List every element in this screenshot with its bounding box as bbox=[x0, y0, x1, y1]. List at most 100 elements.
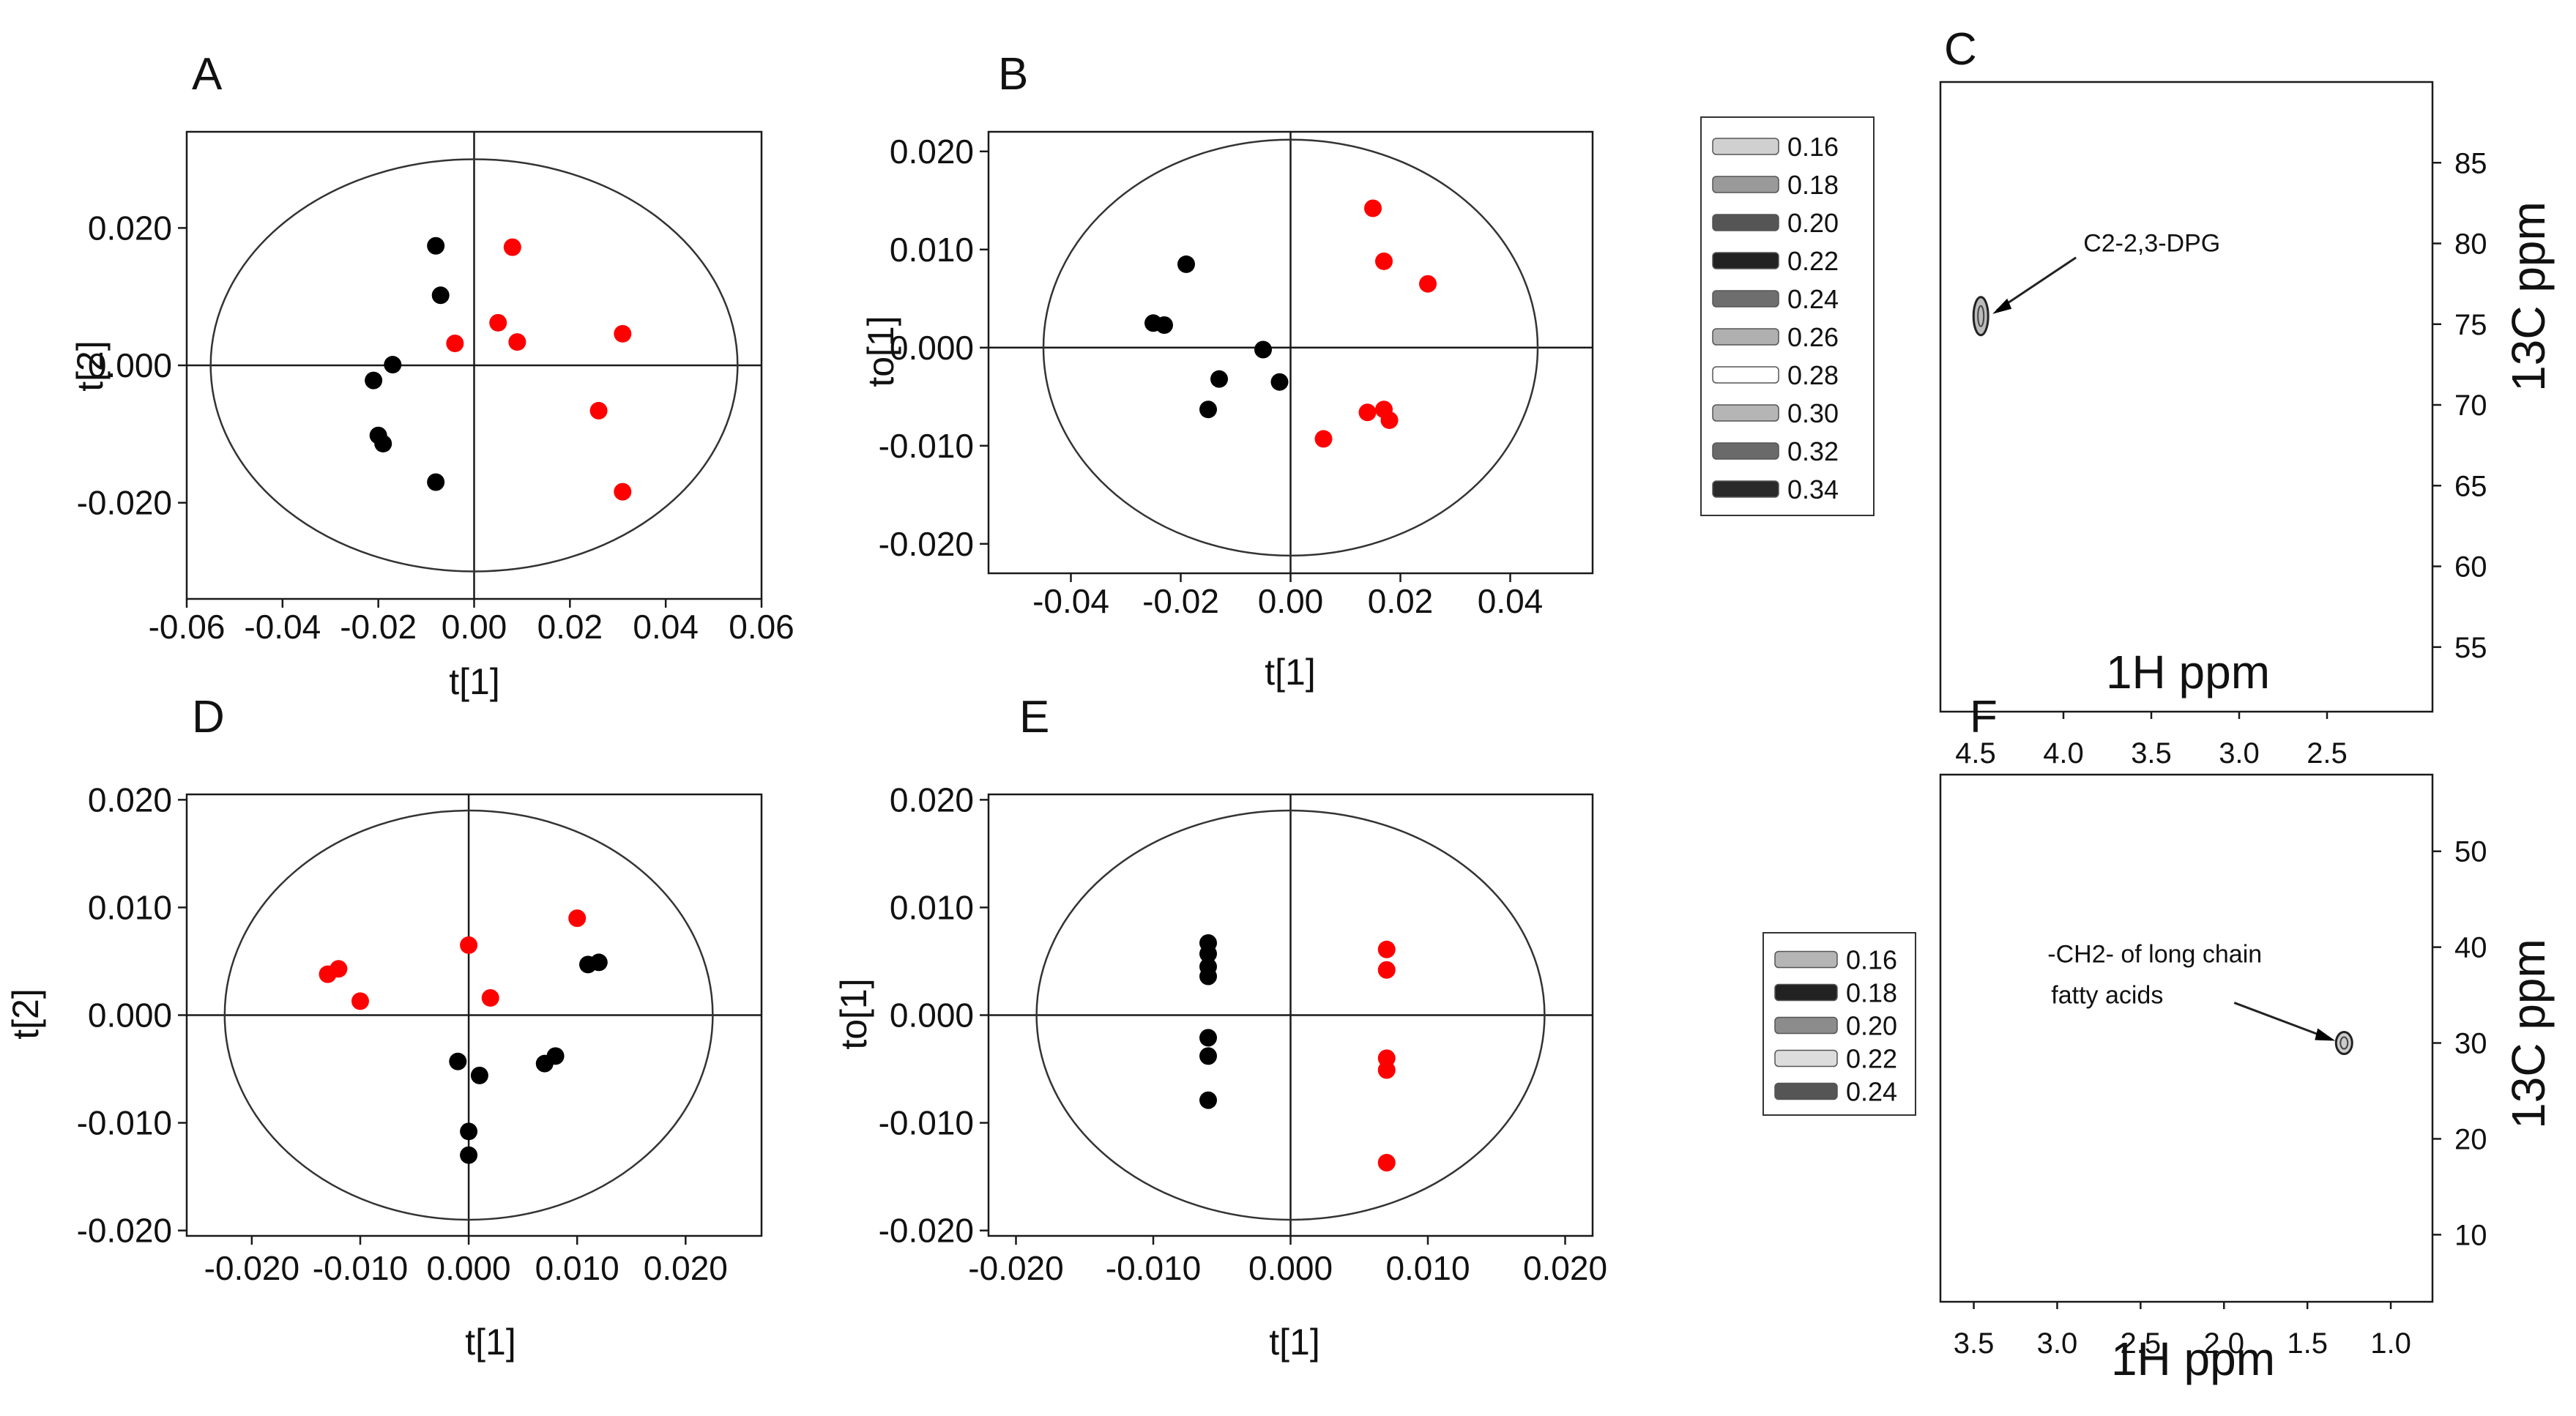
y-tick-label: 50 bbox=[2454, 836, 2487, 868]
legend-swatch bbox=[1712, 290, 1779, 308]
black-data-point bbox=[1199, 1029, 1217, 1047]
red-data-point bbox=[351, 992, 369, 1010]
x-tick-label: 3.0 bbox=[2037, 1327, 2078, 1360]
red-data-point bbox=[508, 333, 526, 351]
x-tick-label: 0.04 bbox=[1478, 582, 1544, 620]
x-tick-label: 4.0 bbox=[2043, 737, 2084, 770]
legend-label: 0.18 bbox=[1787, 170, 1839, 200]
legend-swatch bbox=[1774, 1049, 1838, 1067]
y-axis-label: t[2] bbox=[70, 340, 111, 391]
legend-label: 0.22 bbox=[1846, 1044, 1897, 1074]
red-data-point bbox=[568, 909, 587, 928]
x-axis-label: t[1] bbox=[449, 661, 499, 702]
annotation-arrow bbox=[2233, 1002, 2330, 1040]
contour-peak bbox=[2334, 1031, 2353, 1056]
y-tick-label: 0.020 bbox=[890, 780, 974, 819]
black-data-point bbox=[449, 1052, 467, 1070]
black-data-point bbox=[460, 1146, 478, 1164]
panel-letter: D bbox=[192, 692, 225, 742]
x-tick-label: 0.00 bbox=[1258, 582, 1324, 620]
confidence-ellipse bbox=[209, 158, 739, 573]
peak-annotation-line: fatty acids bbox=[2051, 982, 2163, 1010]
legend-swatch bbox=[1774, 1082, 1838, 1100]
x-tick-label: 1.0 bbox=[2370, 1327, 2411, 1360]
black-data-point bbox=[1210, 370, 1228, 388]
panel-letter: E bbox=[1019, 692, 1049, 742]
red-data-point bbox=[614, 324, 632, 343]
black-data-point bbox=[384, 356, 402, 374]
black-data-point bbox=[1177, 255, 1195, 273]
red-data-point bbox=[446, 334, 464, 352]
red-data-point bbox=[319, 965, 337, 983]
panel-f: F 3.5 3.0 2.5 2.0 1.5 1.0 10 20 30 40 50 -CH2- of lo… bbox=[1762, 692, 2555, 1385]
panel-letter: B bbox=[998, 49, 1028, 100]
y-tick-label: -0.010 bbox=[879, 1104, 974, 1142]
red-data-point bbox=[1375, 252, 1393, 270]
panel-b: B -0.04 -0.02 0.00 0.02 0.04 -0.020 -0.010 0.000… bbox=[860, 49, 1594, 693]
x-tick-label: -0.04 bbox=[244, 608, 321, 646]
red-data-point bbox=[1377, 1061, 1396, 1079]
y-axis-label: 13C ppm bbox=[2502, 939, 2555, 1129]
black-data-point bbox=[1199, 944, 1217, 963]
panel-letter: A bbox=[192, 49, 223, 100]
confidence-ellipse bbox=[223, 809, 714, 1221]
red-data-point bbox=[489, 313, 507, 332]
y-tick-label: 20 bbox=[2454, 1123, 2487, 1155]
y-tick-label: 30 bbox=[2454, 1028, 2487, 1060]
black-data-point bbox=[460, 1122, 478, 1141]
y-tick-label: 75 bbox=[2454, 309, 2487, 341]
black-data-point bbox=[1199, 967, 1217, 985]
x-tick-label: 0.000 bbox=[427, 1249, 511, 1287]
annotation-arrow bbox=[1996, 256, 2077, 311]
x-tick-label: -0.010 bbox=[1106, 1249, 1201, 1287]
x-axis-label: 1H ppm bbox=[2111, 1333, 2275, 1385]
red-data-point bbox=[1358, 403, 1377, 422]
y-axis-label: t[2] bbox=[5, 988, 46, 1039]
legend-swatch bbox=[1712, 328, 1779, 346]
x-tick-label: 0.010 bbox=[535, 1249, 619, 1287]
panel-c: C 4.5 4.0 3.5 3.0 2.5 55 60 65 70 75 80 85 C2-2,3-DPG… bbox=[1700, 24, 2555, 770]
x-tick-label: -0.010 bbox=[313, 1249, 408, 1287]
black-data-point bbox=[374, 434, 392, 452]
legend-swatch bbox=[1712, 138, 1779, 155]
contour-peak-inner bbox=[1977, 305, 1985, 327]
y-tick-label: -0.020 bbox=[879, 1212, 974, 1250]
red-data-point bbox=[589, 401, 608, 420]
legend-label: 0.24 bbox=[1787, 284, 1839, 314]
panel-e: E -0.020 -0.010 0.000 0.010 0.020 -0.020 -0.010… bbox=[833, 692, 1607, 1363]
legend-swatch bbox=[1774, 1016, 1838, 1035]
x-tick-label: 0.02 bbox=[537, 608, 603, 646]
x-tick-label: 2.5 bbox=[2307, 737, 2348, 770]
y-tick-label: 0.010 bbox=[890, 231, 974, 269]
panel-a: A -0.06 -0.04 -0.02 0.00 0.02 0.04 0.06 -0.020 0.… bbox=[70, 49, 794, 702]
red-data-point bbox=[1377, 940, 1396, 958]
legend-label: 0.34 bbox=[1787, 474, 1839, 504]
y-tick-label: -0.010 bbox=[879, 427, 974, 465]
red-data-point bbox=[481, 988, 499, 1007]
y-tick-label: 0.000 bbox=[88, 346, 172, 384]
plot-frame bbox=[1939, 81, 2434, 713]
legend-swatch bbox=[1774, 950, 1838, 969]
legend-label: 0.22 bbox=[1787, 246, 1839, 276]
x-axis-label: t[1] bbox=[465, 1322, 515, 1363]
x-tick-label: 3.5 bbox=[2131, 737, 2172, 770]
x-tick-label: 1.5 bbox=[2287, 1327, 2328, 1360]
black-data-point bbox=[431, 286, 450, 305]
legend-swatch bbox=[1712, 442, 1779, 460]
red-data-point bbox=[1314, 430, 1333, 448]
y-tick-label: 0.020 bbox=[890, 133, 974, 171]
y-tick-label: 0.010 bbox=[890, 888, 974, 926]
y-tick-label: 10 bbox=[2454, 1219, 2487, 1251]
y-tick-label: 0.020 bbox=[88, 780, 172, 819]
panel-letter: C bbox=[1944, 24, 1977, 75]
x-tick-label: -0.02 bbox=[1142, 582, 1219, 620]
legend-label: 0.26 bbox=[1787, 322, 1839, 352]
y-tick-label: 0.020 bbox=[88, 209, 172, 247]
y-tick-label: 70 bbox=[2454, 390, 2487, 422]
black-data-point bbox=[427, 473, 445, 491]
x-tick-label: 0.02 bbox=[1368, 582, 1434, 620]
x-tick-label: 0.020 bbox=[644, 1249, 728, 1287]
legend-label: 0.16 bbox=[1846, 945, 1897, 975]
legend-swatch bbox=[1712, 214, 1779, 231]
legend-label: 0.24 bbox=[1846, 1077, 1897, 1107]
